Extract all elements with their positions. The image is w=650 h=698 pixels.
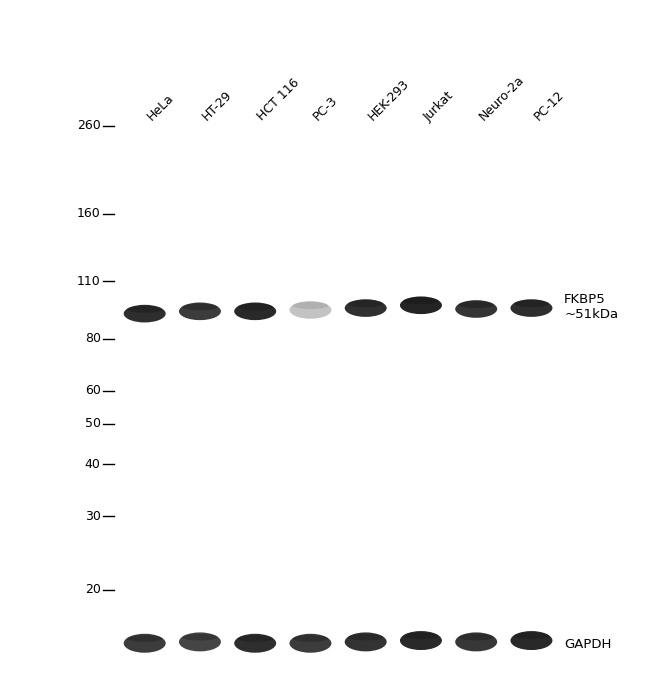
Ellipse shape (510, 299, 552, 317)
Ellipse shape (127, 306, 162, 313)
Ellipse shape (455, 632, 497, 651)
Text: 160: 160 (77, 207, 101, 220)
Text: HeLa: HeLa (145, 92, 176, 124)
Ellipse shape (458, 634, 494, 641)
Text: HEK-293: HEK-293 (366, 77, 412, 124)
Ellipse shape (234, 634, 276, 653)
Ellipse shape (348, 634, 383, 641)
Ellipse shape (124, 634, 166, 653)
Ellipse shape (182, 634, 218, 641)
Text: Neuro-2a: Neuro-2a (476, 73, 526, 124)
Ellipse shape (179, 302, 221, 320)
Ellipse shape (344, 632, 387, 651)
Ellipse shape (348, 300, 383, 307)
Ellipse shape (400, 297, 442, 314)
Text: HT-29: HT-29 (200, 89, 235, 124)
Ellipse shape (234, 302, 276, 320)
Ellipse shape (289, 301, 332, 319)
Ellipse shape (182, 304, 218, 311)
Text: 50: 50 (84, 417, 101, 431)
Ellipse shape (510, 631, 552, 650)
Text: GAPDH: GAPDH (564, 638, 612, 651)
Ellipse shape (292, 635, 328, 642)
Ellipse shape (514, 632, 549, 639)
Text: 40: 40 (85, 458, 101, 471)
Text: FKBP5
~51kDa: FKBP5 ~51kDa (564, 293, 618, 321)
Text: 20: 20 (85, 584, 101, 596)
Ellipse shape (237, 635, 273, 642)
Ellipse shape (458, 301, 494, 308)
Text: PC-3: PC-3 (311, 94, 340, 124)
Ellipse shape (124, 305, 166, 322)
Ellipse shape (179, 632, 221, 651)
Text: 60: 60 (85, 385, 101, 397)
Ellipse shape (455, 300, 497, 318)
Ellipse shape (289, 634, 332, 653)
Text: PC-12: PC-12 (532, 89, 566, 124)
Text: 110: 110 (77, 275, 101, 288)
Text: Jurkat: Jurkat (421, 89, 456, 124)
Text: 260: 260 (77, 119, 101, 132)
Ellipse shape (403, 297, 439, 304)
Ellipse shape (127, 635, 162, 642)
Text: HCT 116: HCT 116 (255, 77, 302, 124)
Ellipse shape (237, 304, 273, 311)
Ellipse shape (514, 300, 549, 307)
Text: 30: 30 (85, 510, 101, 523)
Text: 80: 80 (84, 332, 101, 346)
Ellipse shape (400, 631, 442, 650)
Ellipse shape (344, 299, 387, 317)
Ellipse shape (403, 632, 439, 639)
Ellipse shape (292, 302, 328, 309)
